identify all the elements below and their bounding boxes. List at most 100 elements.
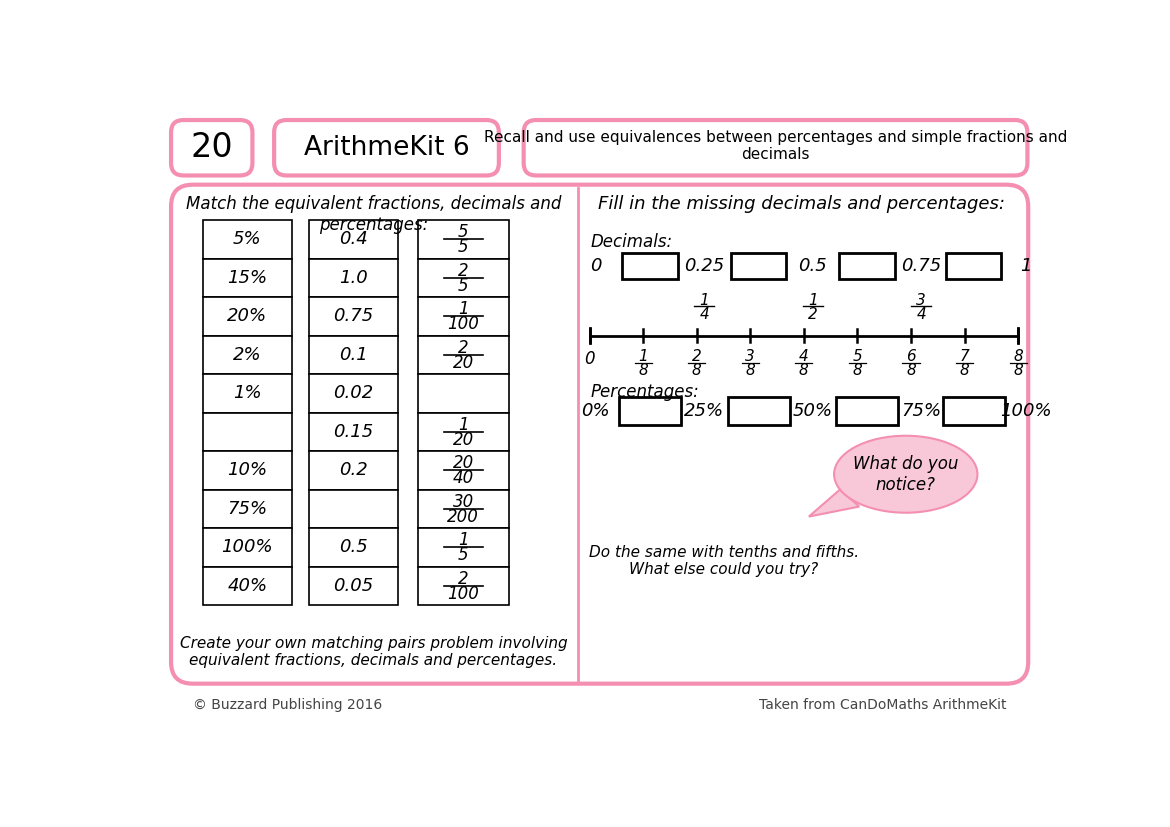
Text: 1: 1 (639, 349, 648, 364)
Text: 5: 5 (457, 276, 468, 294)
Text: 6: 6 (906, 349, 916, 364)
Text: 8: 8 (799, 363, 808, 378)
Text: 1: 1 (807, 293, 818, 308)
Text: Recall and use equivalences between percentages and simple fractions and
decimal: Recall and use equivalences between perc… (484, 130, 1067, 162)
Text: 3: 3 (916, 293, 927, 308)
Text: 0.75: 0.75 (901, 257, 942, 275)
Bar (309, 490, 398, 528)
Text: 1.0: 1.0 (339, 269, 367, 287)
Text: 5: 5 (853, 349, 862, 364)
Text: 200: 200 (447, 508, 480, 526)
FancyBboxPatch shape (171, 120, 253, 175)
Text: Match the equivalent fractions, decimals and
percentages:: Match the equivalent fractions, decimals… (186, 194, 560, 233)
Text: 5: 5 (457, 546, 468, 564)
Text: 100: 100 (447, 585, 480, 603)
Polygon shape (808, 490, 859, 517)
Bar (202, 528, 292, 566)
Text: 2: 2 (457, 262, 468, 280)
Text: 8: 8 (639, 363, 648, 378)
Text: 4: 4 (916, 307, 927, 322)
Bar (839, 253, 895, 280)
Bar (202, 336, 292, 374)
Text: 20: 20 (190, 131, 233, 165)
Text: 15%: 15% (227, 269, 268, 287)
Text: 0.05: 0.05 (333, 577, 373, 595)
Bar (418, 336, 509, 374)
Text: 50%: 50% (793, 402, 833, 420)
Bar (309, 374, 398, 413)
Text: ArithmeKit 6: ArithmeKit 6 (304, 135, 469, 160)
Bar (202, 220, 292, 259)
Bar (728, 397, 790, 425)
Text: 20: 20 (453, 354, 474, 371)
Bar (943, 397, 1005, 425)
Text: 1: 1 (700, 293, 709, 308)
Text: 8: 8 (691, 363, 702, 378)
Bar (309, 566, 398, 605)
Text: 1: 1 (457, 300, 468, 318)
Text: 8: 8 (1013, 363, 1023, 378)
Bar (730, 253, 786, 280)
Bar (622, 253, 677, 280)
Text: 0: 0 (584, 350, 594, 368)
FancyBboxPatch shape (524, 120, 1027, 175)
Text: 100: 100 (447, 315, 480, 333)
Bar (418, 566, 509, 605)
FancyBboxPatch shape (171, 184, 1028, 684)
Text: 2: 2 (691, 349, 702, 364)
Text: 2: 2 (457, 570, 468, 588)
Text: 8: 8 (745, 363, 755, 378)
Text: 2%: 2% (233, 346, 262, 364)
Text: 8: 8 (906, 363, 916, 378)
Text: 75%: 75% (227, 500, 268, 518)
Text: 5: 5 (457, 223, 468, 241)
Bar (309, 452, 398, 490)
Bar (202, 452, 292, 490)
Text: 8: 8 (853, 363, 862, 378)
Text: 2: 2 (807, 307, 818, 322)
Bar (418, 490, 509, 528)
Bar (309, 413, 398, 452)
Text: 0.15: 0.15 (333, 423, 373, 441)
Text: 100%: 100% (1000, 402, 1052, 420)
Ellipse shape (834, 436, 977, 513)
Text: 1: 1 (457, 416, 468, 434)
Bar (945, 253, 1002, 280)
Text: Do the same with tenths and fifths.
What else could you try?: Do the same with tenths and fifths. What… (589, 545, 859, 577)
Bar (418, 297, 509, 336)
Text: 4: 4 (799, 349, 808, 364)
Text: 5%: 5% (233, 231, 262, 248)
Bar (202, 374, 292, 413)
Text: 75%: 75% (901, 402, 942, 420)
Text: 0.02: 0.02 (333, 385, 373, 403)
Text: 8: 8 (959, 363, 970, 378)
Text: 30: 30 (453, 493, 474, 511)
Text: 0%: 0% (581, 402, 610, 420)
Text: 0.75: 0.75 (333, 308, 373, 325)
Text: 10%: 10% (227, 461, 268, 480)
Bar (202, 490, 292, 528)
Bar (309, 220, 398, 259)
Text: 1: 1 (1020, 257, 1032, 275)
Bar (837, 397, 899, 425)
Text: 40%: 40% (227, 577, 268, 595)
Text: © Buzzard Publishing 2016: © Buzzard Publishing 2016 (193, 698, 381, 712)
Bar (418, 374, 509, 413)
Text: 100%: 100% (221, 538, 274, 557)
Bar (418, 452, 509, 490)
Text: 0: 0 (590, 257, 601, 275)
Text: 1: 1 (457, 532, 468, 549)
Text: 4: 4 (700, 307, 709, 322)
Text: 20: 20 (453, 455, 474, 472)
Text: 0.2: 0.2 (339, 461, 367, 480)
Text: 20: 20 (453, 431, 474, 448)
Text: Percentages:: Percentages: (591, 384, 700, 401)
Bar (309, 259, 398, 297)
Bar (202, 566, 292, 605)
Text: 0.5: 0.5 (339, 538, 367, 557)
FancyBboxPatch shape (274, 120, 498, 175)
Text: 8: 8 (1013, 349, 1023, 364)
Bar (619, 397, 681, 425)
Bar (202, 259, 292, 297)
Bar (202, 413, 292, 452)
